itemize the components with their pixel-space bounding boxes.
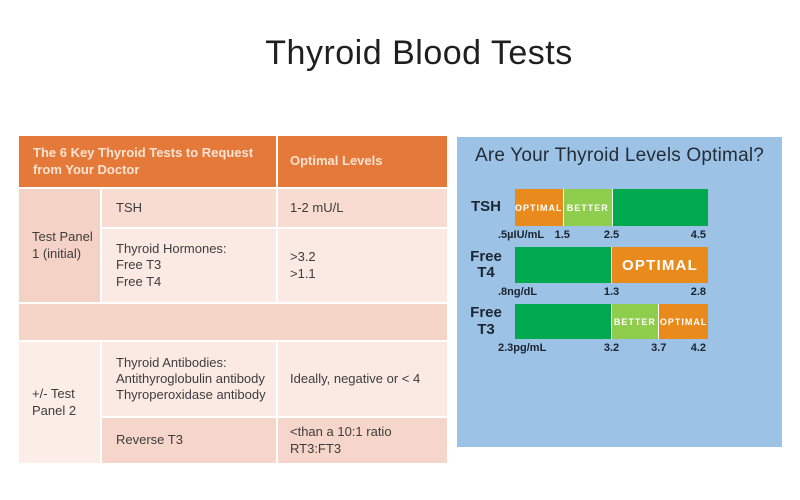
tick-label: .8ng/dL — [498, 286, 538, 298]
thyroid-tests-table: The 6 Key Thyroid Tests to Request from … — [19, 136, 447, 463]
bar-segment-optimal: OPTIMAL — [658, 304, 708, 339]
segment-label: OPTIMAL — [515, 202, 563, 213]
axis-ticks-tsh: .5µIU/mL 1.5 2.5 4.5 — [498, 229, 708, 243]
tick-label: 3.7 — [651, 342, 667, 354]
chart-label-tsh: TSH — [471, 198, 501, 216]
cell-reverse-t3: Reverse T3 — [102, 418, 276, 463]
range-bar-free-t3: BETTER OPTIMAL — [515, 304, 708, 339]
tick-label: 2.8 — [690, 286, 706, 298]
table-header-tests: The 6 Key Thyroid Tests to Request from … — [19, 136, 276, 187]
range-bar-tsh: OPTIMAL BETTER — [515, 189, 708, 226]
bar-segment-optimal: OPTIMAL — [515, 189, 563, 226]
segment-label: OPTIMAL — [659, 316, 708, 327]
cell-thyroid-hormones-optimal: >3.2 >1.1 — [278, 229, 447, 302]
segment-label: BETTER — [613, 316, 656, 327]
cell-thyroid-hormones: Thyroid Hormones: Free T3 Free T4 — [102, 229, 276, 302]
bar-segment-better: BETTER — [610, 304, 659, 339]
cell-tsh: TSH — [102, 189, 276, 227]
tick-label: 4.2 — [690, 342, 706, 354]
cell-reverse-t3-optimal: <than a 10:1 ratio RT3:FT3 — [278, 418, 447, 463]
chart-label-free-t3: Free T3 — [470, 304, 502, 338]
tick-label: 4.5 — [690, 229, 706, 241]
cell-thyroid-antibodies-optimal: Ideally, negative or < 4 — [278, 342, 447, 416]
bar-segment-optimal: OPTIMAL — [611, 247, 708, 283]
axis-ticks-free-t3: 2.3pg/mL 3.2 3.7 4.2 — [498, 342, 708, 356]
bar-segment-range — [515, 247, 611, 283]
tick-label: 3.2 — [603, 342, 620, 354]
range-bar-free-t4: OPTIMAL — [515, 247, 708, 283]
tick-label: .5µIU/mL — [498, 229, 545, 241]
cell-test-panel-2: +/- Test Panel 2 — [19, 342, 100, 463]
cell-tsh-optimal: 1-2 mU/L — [278, 189, 447, 227]
tick-label: 1.5 — [554, 229, 570, 241]
bar-segment-range — [515, 304, 611, 339]
bar-segment-range — [611, 189, 708, 226]
table-header-optimal-levels: Optimal Levels — [278, 136, 447, 187]
chart-label-free-t4: Free T4 — [470, 247, 502, 281]
table-spacer-row — [19, 304, 447, 340]
cell-thyroid-antibodies: Thyroid Antibodies: Antithyroglobulin an… — [102, 342, 276, 416]
page-title: Thyroid Blood Tests — [265, 34, 573, 72]
tick-label: 2.3pg/mL — [498, 342, 547, 354]
thyroid-levels-panel: Are Your Thyroid Levels Optimal? TSH OPTI… — [457, 137, 782, 447]
cell-test-panel-1: Test Panel 1 (initial) — [19, 189, 100, 302]
segment-label: OPTIMAL — [622, 256, 698, 274]
tick-label: 2.5 — [603, 229, 620, 241]
segment-label: BETTER — [566, 202, 609, 213]
axis-ticks-free-t4: .8ng/dL 1.3 2.8 — [498, 286, 708, 300]
tick-label: 1.3 — [603, 286, 620, 298]
panel-title: Are Your Thyroid Levels Optimal? — [474, 145, 765, 166]
bar-segment-better: BETTER — [562, 189, 612, 226]
